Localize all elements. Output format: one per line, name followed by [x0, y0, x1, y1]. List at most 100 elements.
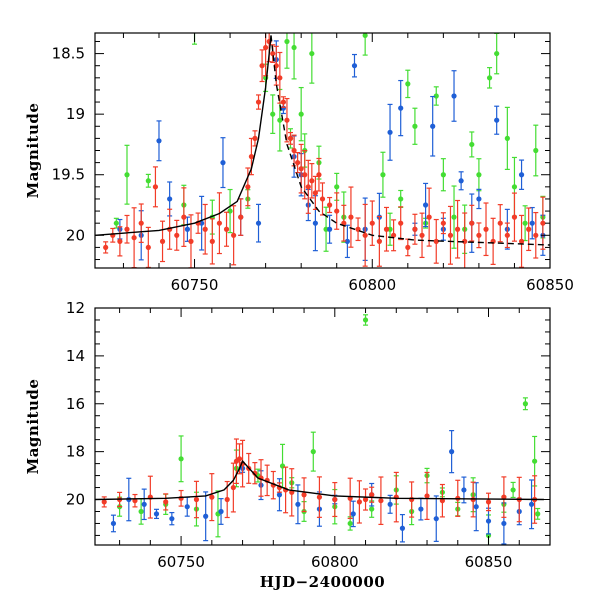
blue-data-point — [518, 159, 525, 190]
red-data-point — [202, 203, 208, 255]
green-data-point — [535, 507, 541, 520]
x-tick-label: 60750 — [171, 276, 219, 294]
blue-data-point — [528, 479, 535, 530]
blue-data-point — [485, 507, 492, 535]
green-data-point — [412, 107, 418, 145]
blue-data-point — [184, 496, 190, 517]
red-data-point — [540, 196, 546, 250]
red-data-point — [305, 159, 311, 214]
x-axis-label: HJD−2400000 — [260, 573, 385, 591]
red-data-point — [280, 96, 286, 108]
green-data-point — [398, 189, 404, 209]
y-tick-label: 19.5 — [52, 166, 85, 184]
red-data-point — [316, 476, 323, 518]
red-data-point — [209, 218, 215, 265]
red-data-point — [447, 205, 454, 265]
y-tick-label: 19 — [66, 105, 85, 123]
blue-data-point — [451, 70, 457, 122]
blue-data-point — [387, 494, 393, 514]
plot-frame — [94, 32, 551, 269]
y-axis-label: Magnitude — [24, 379, 42, 475]
blue-data-point — [203, 491, 209, 542]
red-data-point — [145, 226, 151, 268]
blue-data-point — [169, 511, 175, 526]
red-data-point — [424, 471, 430, 520]
green-data-point — [291, 33, 297, 80]
green-data-point — [298, 86, 304, 142]
red-data-point — [174, 219, 180, 251]
red-data-point — [181, 187, 187, 247]
red-data-point — [439, 483, 445, 518]
green-data-point — [387, 212, 393, 246]
red-data-point — [412, 213, 418, 245]
red-data-point — [277, 51, 283, 104]
red-data-point — [289, 468, 295, 517]
green-data-point — [178, 435, 184, 483]
red-data-point — [469, 204, 475, 242]
red-data-point — [319, 182, 326, 216]
green-data-point — [347, 516, 353, 531]
red-data-point — [188, 214, 194, 268]
red-data-point — [355, 217, 361, 242]
red-data-point — [511, 192, 518, 242]
y-tick-label: 18 — [66, 443, 85, 461]
green-data-point — [522, 397, 529, 411]
red-data-point — [255, 94, 262, 110]
red-data-point — [533, 211, 539, 259]
red-data-point — [301, 477, 307, 513]
red-data-point — [518, 214, 525, 268]
green-data-point — [309, 33, 315, 84]
green-data-point — [284, 33, 290, 69]
green-data-point — [469, 131, 475, 158]
red-data-point — [356, 480, 362, 524]
blue-data-point — [430, 95, 436, 157]
blue-data-point — [422, 182, 429, 228]
blue-data-point — [344, 224, 350, 259]
green-data-point — [227, 188, 233, 234]
blue-data-point — [350, 500, 356, 528]
x-tick-label: 60800 — [311, 553, 359, 571]
blue-data-point — [449, 430, 455, 474]
red-data-point — [497, 204, 503, 243]
red-data-point — [362, 488, 369, 511]
red-data-point — [287, 131, 294, 145]
y-tick-label: 20 — [66, 226, 85, 244]
red-data-point — [264, 464, 270, 497]
red-data-point — [152, 166, 159, 208]
blue-data-point — [153, 508, 160, 520]
red-data-point — [238, 198, 244, 236]
y-axis-label: Magnitude — [24, 103, 42, 199]
red-data-point — [132, 493, 138, 508]
green-data-point — [380, 151, 386, 198]
red-data-point — [332, 481, 338, 518]
blue-series — [110, 430, 535, 545]
red-data-point — [124, 214, 130, 244]
red-data-point — [348, 186, 354, 248]
red-data-point — [334, 192, 340, 230]
green-data-point — [433, 86, 439, 106]
red-data-point — [103, 241, 109, 254]
red-data-point — [476, 222, 482, 249]
x-tick-label: 60800 — [348, 276, 396, 294]
y-tick-label: 18.5 — [52, 45, 85, 63]
red-data-point — [526, 207, 532, 252]
red-data-point — [147, 475, 153, 519]
red-data-point — [117, 226, 123, 257]
red-data-point — [284, 97, 290, 143]
green-data-point — [510, 481, 516, 499]
red-data-point — [483, 202, 489, 257]
y-tick-label: 14 — [66, 347, 85, 365]
blue-data-point — [276, 478, 283, 512]
y-tick-label: 12 — [66, 299, 85, 317]
green-data-point — [494, 33, 500, 75]
red-data-point — [101, 496, 107, 508]
red-data-point — [362, 203, 368, 267]
red-data-point — [393, 471, 399, 523]
red-data-point — [369, 200, 375, 246]
red-data-point — [309, 163, 315, 199]
x-tick-label: 60850 — [465, 553, 513, 571]
red-data-point — [405, 238, 411, 257]
red-data-point — [263, 33, 269, 77]
blue-data-point — [184, 216, 191, 242]
